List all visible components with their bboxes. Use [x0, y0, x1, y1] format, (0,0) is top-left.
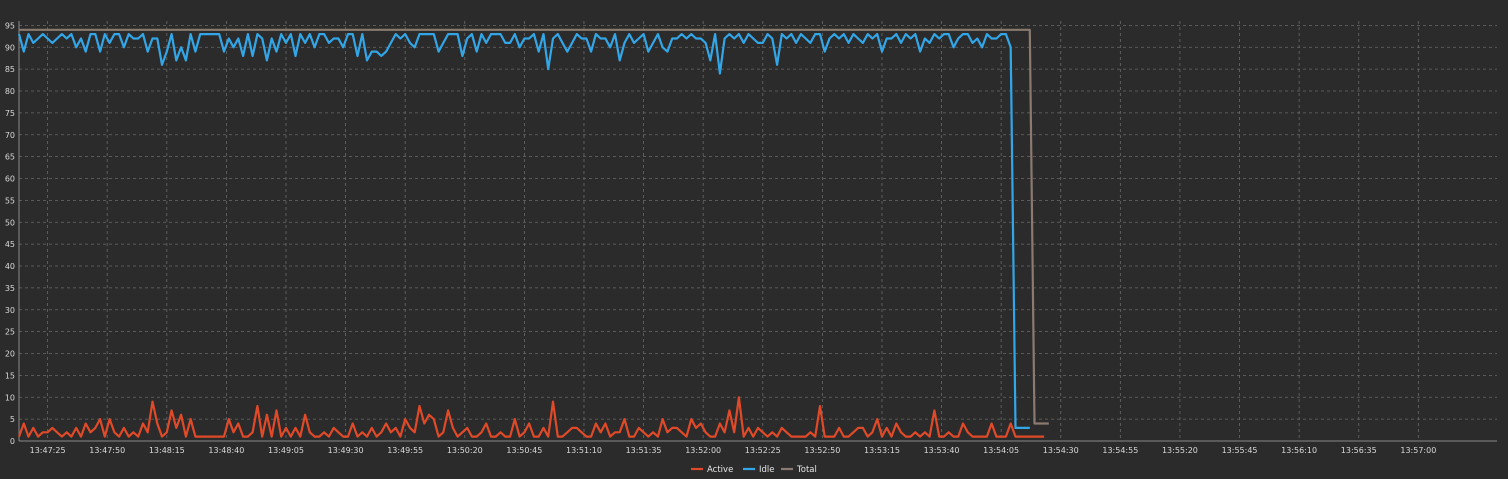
- x-tick-label: 13:48:40: [208, 446, 244, 455]
- x-tick-label: 13:49:55: [387, 446, 423, 455]
- series-line-total: [19, 28, 1049, 425]
- x-tick-label: 13:50:20: [447, 446, 483, 455]
- x-tick-label: 13:51:35: [626, 446, 662, 455]
- y-tick-label: 85: [5, 65, 15, 74]
- x-tick-label: 13:49:30: [328, 446, 364, 455]
- x-tick-label: 13:47:50: [89, 446, 125, 455]
- x-axis-ticks: 13:47:25 13:47:50 13:48:15 13:48:40 13:49:05…: [30, 446, 1437, 455]
- y-tick-label: 30: [5, 306, 15, 315]
- x-tick-label: 13:54:05: [983, 446, 1019, 455]
- x-tick-label: 13:53:15: [864, 446, 900, 455]
- x-tick-label: 13:54:30: [1043, 446, 1079, 455]
- grid-lines: [18, 21, 1497, 442]
- x-tick-label: 13:47:25: [30, 446, 66, 455]
- series-line-idle: [17, 32, 1030, 429]
- x-tick-label: 13:52:50: [804, 446, 840, 455]
- y-tick-label: 70: [5, 131, 15, 140]
- x-tick-label: 13:52:25: [745, 446, 781, 455]
- y-tick-label: 45: [5, 240, 15, 249]
- y-tick-label: 95: [5, 21, 15, 30]
- y-tick-label: 5: [10, 415, 15, 424]
- x-tick-label: 13:48:15: [149, 446, 185, 455]
- y-tick-label: 90: [5, 43, 15, 52]
- legend-label-active: Active: [707, 465, 733, 475]
- y-tick-label: 80: [5, 87, 15, 96]
- x-tick-label: 13:49:05: [268, 446, 304, 455]
- y-tick-label: 75: [5, 109, 15, 118]
- x-tick-label: 13:57:00: [1400, 446, 1436, 455]
- y-tick-label: 10: [5, 393, 15, 402]
- legend-label-idle: Idle: [759, 465, 775, 475]
- y-tick-label: 35: [5, 284, 15, 293]
- y-tick-label: 55: [5, 196, 15, 205]
- x-tick-label: 13:55:45: [1222, 446, 1258, 455]
- y-tick-label: 60: [5, 175, 15, 184]
- y-tick-label: 20: [5, 350, 15, 359]
- y-tick-label: 25: [5, 328, 15, 337]
- y-tick-label: 0: [10, 437, 15, 446]
- x-tick-label: 13:51:10: [566, 446, 602, 455]
- y-tick-label: 65: [5, 153, 15, 162]
- x-tick-label: 13:52:00: [685, 446, 721, 455]
- x-tick-label: 13:55:20: [1162, 446, 1198, 455]
- y-axis-ticks: 0 5 10 15 20 25 30 35 40 45 50 55 60 65 70 75 80 85 90 95: [5, 21, 15, 446]
- y-tick-label: 40: [5, 262, 15, 271]
- x-tick-label: 13:54:55: [1102, 446, 1138, 455]
- series-line-active: [17, 396, 1045, 438]
- x-tick-label: 13:56:10: [1281, 446, 1317, 455]
- x-tick-label: 13:50:45: [506, 446, 542, 455]
- y-tick-label: 50: [5, 218, 15, 227]
- legend: Active Idle Total: [691, 465, 817, 475]
- x-tick-label: 13:53:40: [924, 446, 960, 455]
- y-tick-label: 15: [5, 371, 15, 380]
- series-lines: [17, 28, 1049, 438]
- x-tick-label: 13:56:35: [1341, 446, 1377, 455]
- legend-label-total: Total: [796, 465, 817, 475]
